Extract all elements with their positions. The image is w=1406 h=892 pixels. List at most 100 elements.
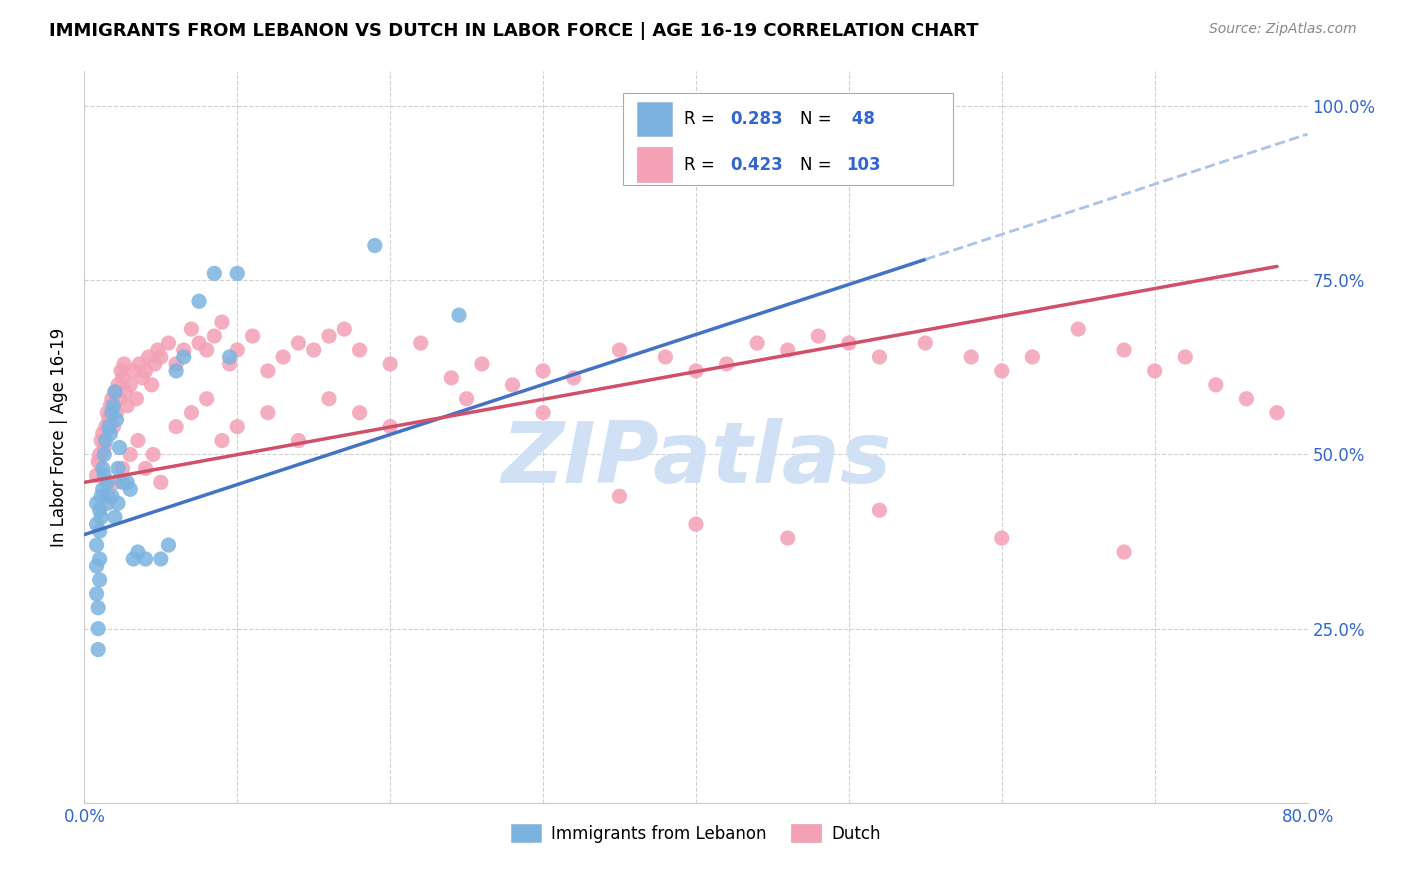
Point <box>287 434 309 448</box>
Point <box>104 475 127 490</box>
Point <box>91 483 114 497</box>
Point <box>173 350 195 364</box>
Point <box>108 392 131 406</box>
Point <box>531 406 554 420</box>
Point <box>211 434 233 448</box>
Point <box>776 531 799 545</box>
Point <box>89 448 111 462</box>
Point <box>157 538 180 552</box>
Point <box>104 384 127 399</box>
Point <box>218 350 240 364</box>
Point <box>101 406 124 420</box>
Point <box>914 336 936 351</box>
Point <box>128 357 150 371</box>
Point <box>120 483 142 497</box>
Point <box>87 600 110 615</box>
Point <box>101 392 124 406</box>
Point <box>143 357 166 371</box>
Point <box>89 573 111 587</box>
Point <box>838 336 860 351</box>
Point <box>685 364 707 378</box>
Point <box>242 329 264 343</box>
Text: R =: R = <box>683 155 720 174</box>
Point <box>90 510 112 524</box>
Point <box>89 552 111 566</box>
Point <box>93 468 115 483</box>
Point <box>97 412 120 426</box>
Point <box>302 343 325 357</box>
Point <box>111 475 134 490</box>
Point <box>1174 350 1197 364</box>
Point <box>93 441 115 455</box>
Point <box>1114 343 1136 357</box>
Text: 103: 103 <box>846 155 882 174</box>
Point <box>1205 377 1227 392</box>
Point <box>111 461 134 475</box>
Text: 48: 48 <box>846 110 876 128</box>
Point <box>135 364 157 378</box>
Point <box>318 392 340 406</box>
Point <box>98 399 121 413</box>
Point <box>114 384 136 399</box>
Point <box>195 392 218 406</box>
Point <box>685 517 707 532</box>
Point <box>112 357 135 371</box>
Point <box>456 392 478 406</box>
Point <box>94 419 117 434</box>
Point <box>110 364 132 378</box>
Point <box>104 384 127 399</box>
Point <box>146 343 169 357</box>
Point <box>86 517 108 532</box>
FancyBboxPatch shape <box>637 102 672 136</box>
FancyBboxPatch shape <box>637 147 672 182</box>
Point <box>87 622 110 636</box>
Point <box>869 503 891 517</box>
Point <box>86 587 108 601</box>
Point <box>97 419 120 434</box>
Point <box>991 364 1014 378</box>
Point <box>1265 406 1288 420</box>
Text: ZIPatlas: ZIPatlas <box>501 417 891 500</box>
Y-axis label: In Labor Force | Age 16-19: In Labor Force | Age 16-19 <box>49 327 67 547</box>
Point <box>747 336 769 351</box>
Point <box>96 489 118 503</box>
Point <box>103 399 125 413</box>
Point <box>122 552 145 566</box>
Point <box>122 364 145 378</box>
Point <box>86 496 108 510</box>
Point <box>349 406 371 420</box>
Point <box>202 266 225 280</box>
Point <box>105 406 128 420</box>
Point <box>188 336 211 351</box>
Point <box>101 489 124 503</box>
Point <box>776 343 799 357</box>
Text: R =: R = <box>683 110 720 128</box>
Point <box>869 350 891 364</box>
Point <box>654 350 676 364</box>
Point <box>364 238 387 252</box>
Point <box>87 642 110 657</box>
Point <box>502 377 524 392</box>
Point <box>165 419 187 434</box>
Point <box>115 475 138 490</box>
FancyBboxPatch shape <box>623 94 953 185</box>
Point <box>86 468 108 483</box>
Point <box>202 329 225 343</box>
Point <box>211 315 233 329</box>
Point <box>108 441 131 455</box>
Point <box>115 399 138 413</box>
Point <box>349 343 371 357</box>
Point <box>226 266 249 280</box>
Point <box>111 371 134 385</box>
Point <box>188 294 211 309</box>
Point <box>807 329 830 343</box>
Point <box>1021 350 1043 364</box>
Point <box>104 510 127 524</box>
Point <box>991 531 1014 545</box>
Point <box>141 377 163 392</box>
Point <box>125 392 148 406</box>
Point <box>91 461 114 475</box>
Point <box>180 322 202 336</box>
Text: IMMIGRANTS FROM LEBANON VS DUTCH IN LABOR FORCE | AGE 16-19 CORRELATION CHART: IMMIGRANTS FROM LEBANON VS DUTCH IN LABO… <box>49 22 979 40</box>
Point <box>105 412 128 426</box>
